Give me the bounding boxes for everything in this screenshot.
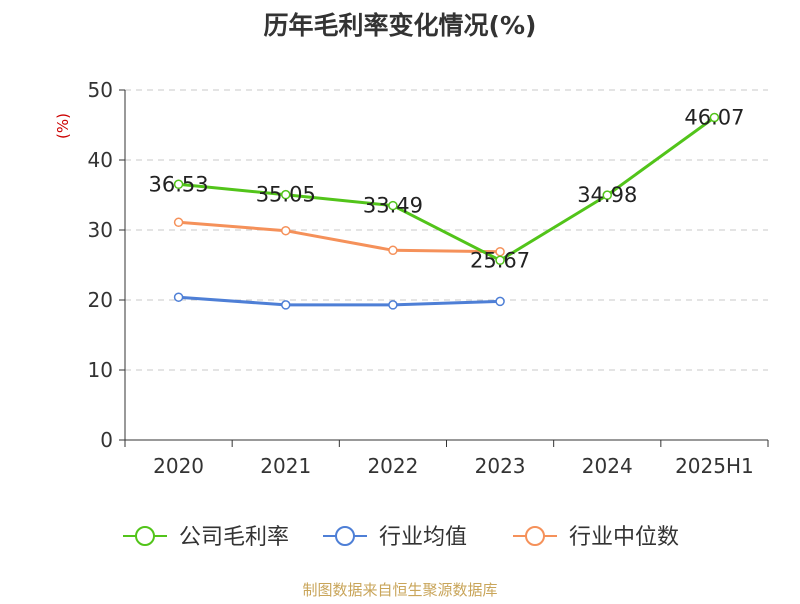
data-label: 34.98 xyxy=(577,183,637,207)
data-point xyxy=(709,112,720,123)
data-point xyxy=(602,190,612,200)
data-label: 46.07 xyxy=(684,106,744,130)
data-point xyxy=(173,217,184,228)
legend-label: 行业中位数 xyxy=(569,525,679,550)
data-labels: 36.53 35.05 33.49 25.67 34.98 46.07 xyxy=(149,106,745,273)
data-label: 36.53 xyxy=(149,172,209,196)
x-tick-label: 2023 xyxy=(475,454,526,478)
data-point xyxy=(281,225,291,236)
series-line xyxy=(178,295,501,307)
x-tick-label: 2024 xyxy=(582,454,633,478)
data-point xyxy=(281,300,291,310)
axes: 0 10 20 30 40 50 2020 2021 2022 2023 2024 2025H1 xyxy=(88,78,769,478)
data-point xyxy=(388,200,398,211)
y-tick-label: 10 xyxy=(88,358,113,382)
x-tick-label: 2021 xyxy=(260,454,311,478)
y-tick-label: 0 xyxy=(100,428,113,452)
data-point xyxy=(495,296,505,307)
legend-marker xyxy=(335,526,355,546)
gridlines xyxy=(125,89,768,371)
series-line xyxy=(178,220,501,254)
source-note: 制图数据来自恒生聚源数据库 xyxy=(302,581,497,599)
x-tick-label: 2022 xyxy=(367,454,418,478)
data-point xyxy=(388,245,398,256)
series-layer xyxy=(173,112,720,310)
y-tick-label: 50 xyxy=(88,78,113,102)
data-point xyxy=(173,179,184,190)
data-point xyxy=(388,300,398,310)
legend-marker xyxy=(135,526,155,546)
data-point xyxy=(495,255,505,266)
y-tick-label: 30 xyxy=(88,218,113,242)
y-axis-label: (%) xyxy=(54,113,72,139)
series-line xyxy=(178,116,716,262)
y-tick-label: 20 xyxy=(88,288,113,312)
legend: 公司毛利率 行业均值 行业中位数 xyxy=(123,525,679,550)
chart-title: 历年毛利率变化情况(%) xyxy=(264,11,537,40)
x-tick-label: 2025H1 xyxy=(675,454,754,478)
data-label: 35.05 xyxy=(256,183,316,207)
y-tick-label: 40 xyxy=(88,148,113,172)
legend-marker xyxy=(525,526,545,546)
legend-label: 公司毛利率 xyxy=(179,525,289,550)
data-point xyxy=(173,292,184,302)
data-label: 33.49 xyxy=(363,194,423,218)
data-point xyxy=(281,189,291,200)
legend-label: 行业均值 xyxy=(379,525,467,550)
x-tick-label: 2020 xyxy=(153,454,204,478)
data-label: 25.67 xyxy=(470,248,530,272)
